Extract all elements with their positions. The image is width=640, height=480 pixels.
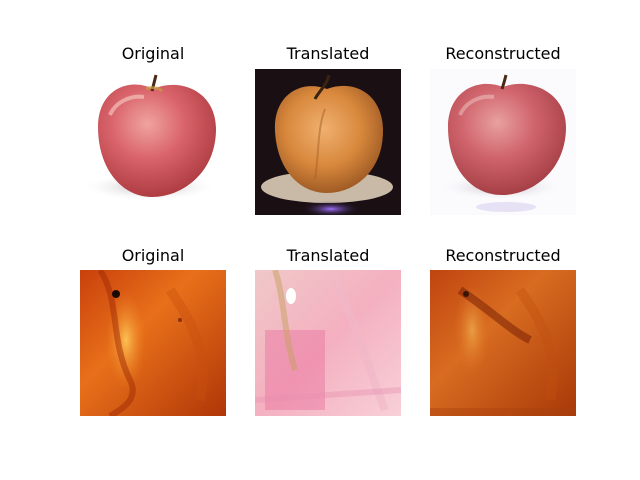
original-apple-image bbox=[80, 69, 226, 215]
panel-title-translated-1: Translated bbox=[286, 44, 370, 63]
reconstructed-texture-image bbox=[430, 270, 576, 416]
original-texture-image bbox=[80, 270, 226, 416]
reconstructed-apple-image bbox=[430, 69, 576, 215]
panel-title-original-1: Original bbox=[121, 44, 185, 63]
translated-texture-image bbox=[255, 270, 401, 416]
panel-title-reconstructed-1: Reconstructed bbox=[445, 44, 561, 63]
translated-apple-image bbox=[255, 69, 401, 215]
panel-title-reconstructed-2: Reconstructed bbox=[445, 246, 561, 265]
panel-title-original-2: Original bbox=[121, 246, 185, 265]
panel-title-translated-2: Translated bbox=[286, 246, 370, 265]
